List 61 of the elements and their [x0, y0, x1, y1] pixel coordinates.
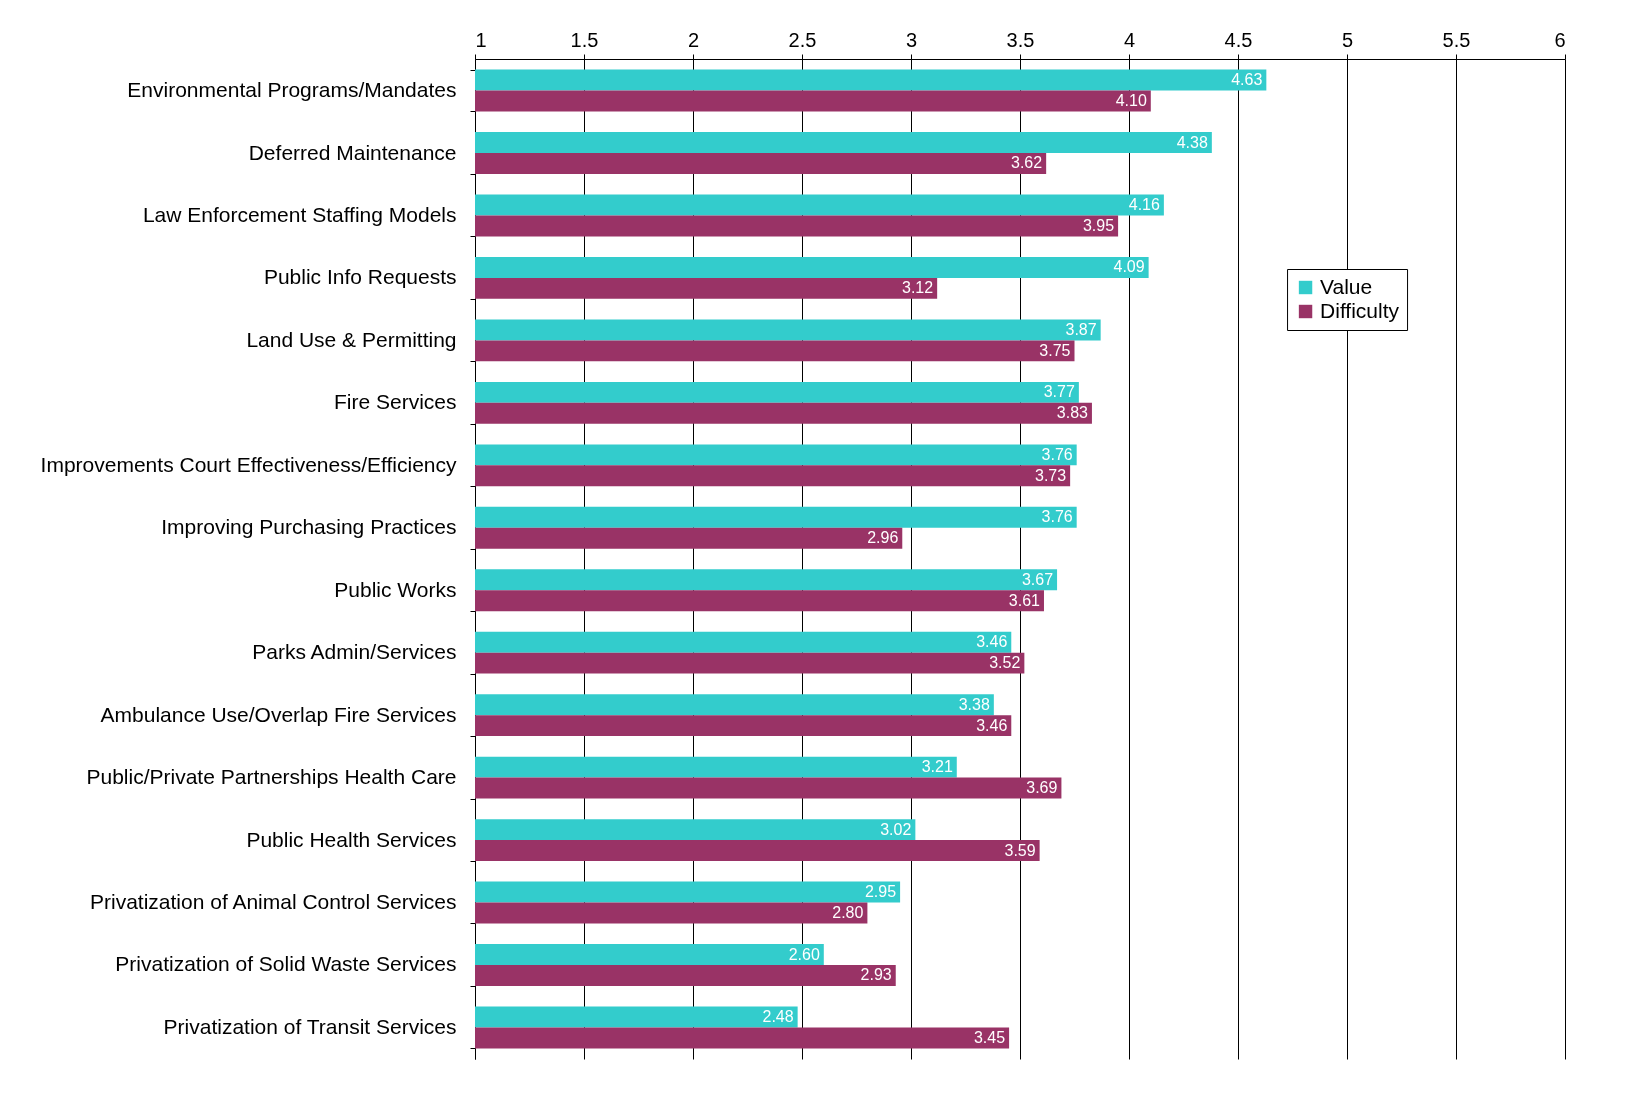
x-tick-label: 5: [1341, 28, 1354, 51]
data-label: 3.02: [880, 820, 912, 838]
data-label: 2.80: [832, 904, 864, 921]
data-label: 2.48: [762, 1007, 794, 1025]
x-tick-label: 6: [1554, 28, 1566, 51]
data-label: 4.09: [1113, 258, 1145, 276]
data-label: 3.76: [1041, 508, 1073, 526]
x-tick-label: 1.5: [570, 28, 599, 51]
y-tick-label: Law Enforcement Staffing Models: [142, 202, 457, 226]
data-label: 3.46: [976, 633, 1008, 651]
x-tick-label: 2.5: [788, 28, 817, 51]
data-label: 3.59: [1004, 841, 1036, 859]
y-tick-label: Public Health Services: [246, 827, 457, 851]
y-tick-label: Fire Services: [333, 390, 457, 414]
y-tick-label: Public Works: [334, 577, 457, 601]
data-label: 3.46: [976, 716, 1008, 734]
x-tick-label: 4: [1123, 28, 1136, 51]
data-label: 3.69: [1026, 779, 1058, 797]
data-label: 3.95: [1082, 216, 1115, 234]
x-tick-label: 4.5: [1224, 28, 1253, 51]
data-label: 3.75: [1039, 341, 1071, 359]
y-tick-label: Land Use & Permitting: [246, 327, 457, 351]
data-label: 3.21: [921, 758, 953, 776]
data-label: 3.62: [1011, 154, 1043, 172]
y-tick-label: Public/Private Partnerships Health Care: [86, 765, 457, 789]
data-label: 2.93: [860, 966, 892, 984]
x-tick-label: 3.5: [1006, 28, 1035, 51]
data-label: 3.52: [989, 654, 1021, 672]
y-tick-label: Environmental Programs/Mandates: [127, 78, 457, 102]
data-label: 4.63: [1231, 71, 1263, 89]
legend-label: Value: [1320, 274, 1373, 298]
data-label: 3.77: [1043, 383, 1075, 401]
data-label: 4.16: [1128, 196, 1160, 213]
data-label: 3.83: [1056, 404, 1089, 422]
data-label: 3.67: [1021, 570, 1054, 588]
x-tick-label: 3: [905, 28, 918, 51]
data-label: 3.45: [973, 1028, 1006, 1046]
data-label: 2.95: [864, 883, 897, 901]
data-label: 3.73: [1035, 466, 1067, 484]
data-label: 4.38: [1176, 133, 1208, 151]
data-label: 2.60: [788, 945, 820, 963]
data-label: 2.96: [867, 529, 899, 547]
y-tick-label: Improvements Court Effectiveness/Efficiency: [40, 452, 457, 476]
legend-label: Difficulty: [1320, 298, 1400, 322]
y-tick-label: Privatization of Transit Services: [163, 1014, 457, 1038]
data-label: 3.87: [1065, 320, 1097, 338]
data-label: 3.12: [902, 279, 934, 297]
data-label: 3.38: [958, 695, 990, 713]
data-label: 4.10: [1115, 92, 1147, 109]
data-label: 3.61: [1008, 591, 1041, 609]
x-tick-label: 5.5: [1442, 28, 1471, 51]
x-tick-label: 1: [475, 28, 487, 51]
y-tick-label: Ambulance Use/Overlap Fire Services: [100, 702, 457, 726]
y-tick-label: Privatization of Animal Control Services: [90, 890, 457, 914]
x-tick-label: 2: [687, 28, 700, 51]
y-tick-label: Privatization of Solid Waste Services: [115, 952, 457, 976]
data-label: 3.76: [1041, 445, 1073, 463]
y-tick-label: Public Info Requests: [263, 265, 457, 289]
y-tick-label: Improving Purchasing Practices: [161, 515, 457, 539]
y-tick-label: Parks Admin/Services: [252, 640, 457, 664]
y-tick-label: Deferred Maintenance: [248, 140, 457, 164]
